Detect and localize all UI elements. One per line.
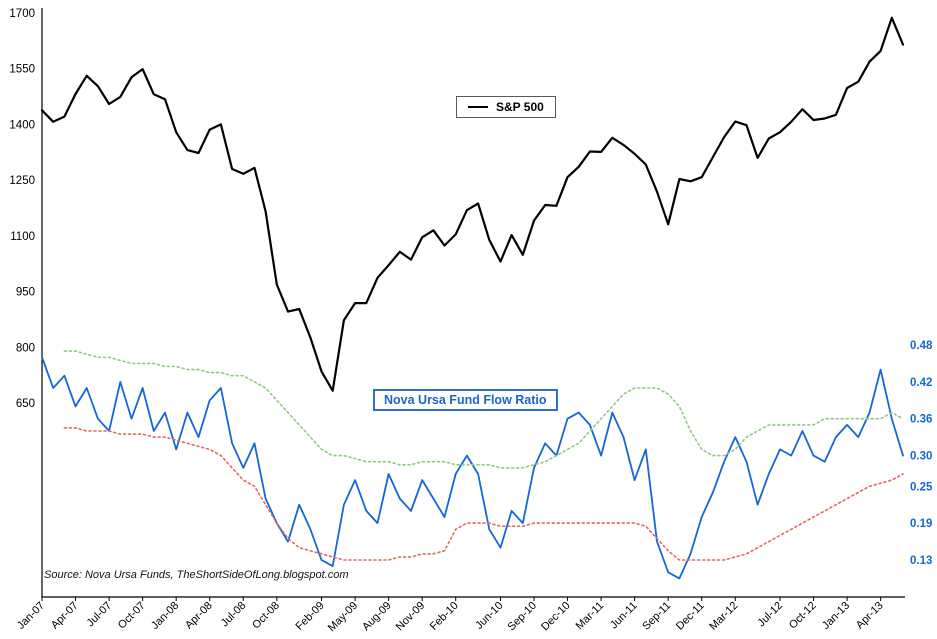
y-right-tick-label: 0.13 <box>910 555 932 567</box>
x-tick-label: Dec-10 <box>539 600 573 634</box>
y-right-tick-label: 0.36 <box>910 414 932 426</box>
y-left-tick-label: 1250 <box>9 175 35 187</box>
series-ratio-upper-band <box>63 350 904 469</box>
y-left-tick-label: 1400 <box>9 119 35 131</box>
x-tick-label: Oct-12 <box>787 600 819 632</box>
sp500-line-sample-icon <box>468 106 488 108</box>
x-tick-label: Jan-13 <box>820 600 852 632</box>
x-tick-label: Jan-07 <box>15 600 47 632</box>
x-tick-label: Oct-08 <box>250 600 282 632</box>
x-tick-label: Jun-11 <box>608 600 640 632</box>
y-left-tick-label: 1100 <box>10 231 35 243</box>
x-tick-label: Mar-12 <box>707 600 740 633</box>
x-tick-label: Apr-13 <box>854 600 886 632</box>
series-s-p-500 <box>40 16 905 392</box>
y-left-tick-label: 800 <box>16 342 35 354</box>
x-tick-label: Jul-07 <box>85 600 115 630</box>
x-tick-label: Oct-07 <box>116 600 148 632</box>
y-right-tick-label: 0.48 <box>910 340 933 352</box>
x-tick-label: Apr-07 <box>49 600 81 632</box>
x-tick-label: May-09 <box>326 600 360 634</box>
ratio-label-box: Nova Ursa Fund Flow Ratio <box>373 389 558 411</box>
x-tick-label: Jul-08 <box>219 600 249 630</box>
x-tick-label: Aug-09 <box>360 600 394 634</box>
x-tick-label: Nov-09 <box>394 600 428 634</box>
x-tick-label: Jul-12 <box>755 600 785 630</box>
x-tick-label: Jun-10 <box>473 600 505 632</box>
y-left-tick-label: 1700 <box>9 8 35 20</box>
y-right-tick-label: 0.19 <box>910 518 932 530</box>
x-tick-label: Apr-08 <box>183 600 215 632</box>
x-tick-label: Feb-09 <box>294 600 327 633</box>
x-tick-label: Dec-11 <box>674 600 707 633</box>
y-right-tick-label: 0.42 <box>910 377 932 389</box>
x-tick-label: Sep-10 <box>506 600 540 634</box>
sp500-legend: S&P 500 <box>456 96 556 118</box>
ratio-label-text: Nova Ursa Fund Flow Ratio <box>384 393 547 407</box>
series-ratio-lower-band <box>63 427 904 561</box>
sp500-legend-label: S&P 500 <box>496 100 544 114</box>
y-left-tick-label: 1550 <box>9 64 35 76</box>
source-note: Source: Nova Ursa Funds, TheShortSideOfL… <box>44 569 349 581</box>
y-right-tick-label: 0.25 <box>910 481 933 493</box>
y-left-tick-label: 650 <box>16 398 35 410</box>
y-left-tick-label: 950 <box>16 287 35 299</box>
x-tick-label: Sep-11 <box>640 600 673 633</box>
x-tick-label: Feb-10 <box>428 600 461 633</box>
x-tick-label: Mar-11 <box>574 600 607 633</box>
x-tick-label: Jan-08 <box>149 600 181 632</box>
y-right-tick-label: 0.30 <box>910 451 932 463</box>
